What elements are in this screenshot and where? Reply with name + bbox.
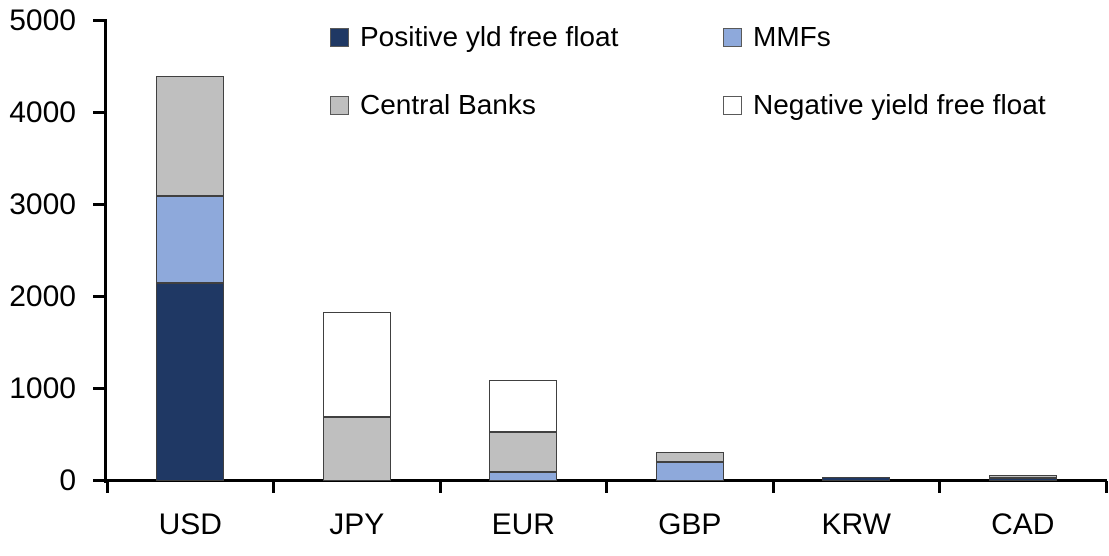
bar-segment-gbp-central-banks [655,451,724,462]
y-tick-label: 1000 [9,372,76,405]
bar-segment-usd-positive-yld-free-float [156,283,225,481]
x-tick-mark [1104,481,1108,493]
legend-label: Positive yld free float [360,21,619,52]
legend-label: Central Banks [360,89,536,120]
bar-segment-eur-mmfs [489,471,558,481]
y-tick-mark [93,111,107,114]
legend-item-mmfs: MMFs [723,19,831,55]
bar-segment-gbp-mmfs [655,461,724,481]
legend-label: MMFs [753,21,831,52]
x-category-label-gbp: GBP [658,508,722,541]
y-tick-label: 4000 [9,96,76,129]
x-category-label-jpy: JPY [329,508,385,541]
x-tick-mark [771,481,775,493]
y-tick-mark [93,203,107,206]
legend-swatch-negative-yield-free-float [723,95,742,115]
bar-segment-cad-positive-yld-free-float [988,478,1057,481]
legend-item-central-banks: Central Banks [330,87,536,123]
y-tick-mark [93,387,107,390]
bar-segment-eur-central-banks [489,432,558,472]
y-tick-label: 2000 [9,280,76,313]
bar-segment-usd-mmfs [156,195,225,284]
bar-segment-cad-central-banks [988,475,1057,479]
legend-swatch-mmfs [723,27,742,47]
bar-segment-krw-positive-yld-free-float [822,477,891,481]
legend-swatch-central-banks [330,95,349,115]
x-tick-mark [272,481,275,493]
legend-label: Negative yield free float [753,89,1046,120]
y-tick-label: 3000 [9,188,76,221]
x-axis-line [93,479,1107,482]
legend-item-negative-yield-free-float: Negative yield free float [723,87,1046,123]
legend-swatch-positive-yld-free-float [330,27,349,47]
x-category-label-eur: EUR [491,508,555,541]
y-axis-line [104,19,107,483]
bar-segment-jpy-central-banks [322,416,391,481]
x-category-label-cad: CAD [991,508,1055,541]
x-category-label-usd: USD [158,508,222,541]
x-tick-mark [438,481,442,493]
x-category-label-krw: KRW [821,508,891,541]
y-tick-mark [93,479,107,482]
bar-segment-jpy-negative-yield-free-float [322,311,391,417]
legend-item-positive-yld-free-float: Positive yld free float [330,19,618,55]
bar-segment-eur-negative-yield-free-float [489,379,558,433]
x-tick-mark [105,481,109,493]
x-tick-mark [605,481,608,493]
y-tick-mark [93,19,107,22]
bar-segment-usd-central-banks [156,76,225,196]
y-tick-label: 5000 [9,4,76,37]
x-tick-mark [938,481,941,493]
y-tick-mark [93,295,107,298]
y-tick-label: 0 [59,464,76,497]
